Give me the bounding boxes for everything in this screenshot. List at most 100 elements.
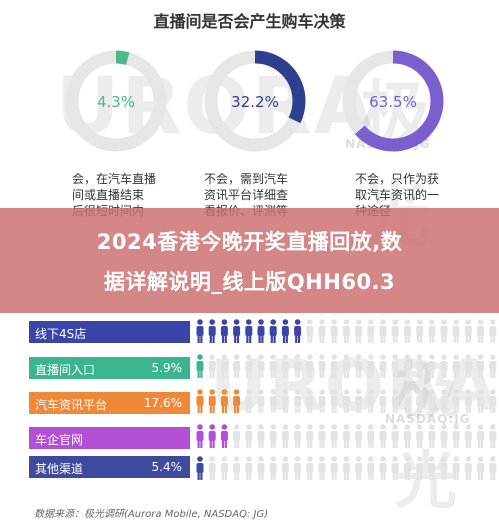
person-icon [281, 456, 289, 480]
person-icon [379, 354, 387, 378]
person-icon [428, 354, 436, 378]
person-icon [330, 319, 338, 343]
person-icon [416, 424, 424, 448]
person-icon [452, 354, 460, 378]
person-icon [196, 354, 204, 378]
bar-label: 汽车资讯平台 [35, 398, 108, 412]
person-icon [367, 424, 375, 448]
person-icon [440, 389, 448, 413]
person-icon [294, 456, 302, 480]
person-icon [196, 389, 204, 413]
bar-value: 5.4% [151, 460, 183, 474]
person-icon [342, 424, 350, 448]
watermark-ticker-bottom: NASDAQ:JG [385, 412, 471, 426]
person-icon [489, 389, 497, 413]
donut-value-label-3: 63.5% [369, 93, 417, 111]
person-icon [208, 456, 216, 480]
banner-line-1: 2024香港今晚开奖直播回放,数 [96, 230, 403, 254]
person-icon [489, 319, 497, 343]
person-icon [403, 354, 411, 378]
donut-value-label-2: 32.2% [231, 93, 279, 111]
person-icon [196, 424, 204, 448]
bar-value: 5.9% [151, 361, 183, 375]
person-icon [233, 389, 241, 413]
person-icon [403, 389, 411, 413]
person-icon [330, 354, 338, 378]
watermark-brand-bottom: URORA [210, 345, 499, 427]
person-icon [220, 456, 228, 480]
person-icon [318, 319, 326, 343]
person-icon [379, 389, 387, 413]
person-icon [452, 319, 460, 343]
person-icon [220, 389, 228, 413]
person-icon [489, 424, 497, 448]
person-icon [342, 389, 350, 413]
bar-oem-website: 车企官网 [29, 427, 190, 449]
person-icon [208, 389, 216, 413]
person-icon [281, 389, 289, 413]
person-icon [367, 354, 375, 378]
people-pictogram [196, 319, 497, 480]
person-icon [391, 319, 399, 343]
person-icon [257, 319, 265, 343]
person-icon [281, 319, 289, 343]
person-icon [257, 424, 265, 448]
person-icon [452, 424, 460, 448]
person-icon [464, 354, 472, 378]
person-icon [294, 354, 302, 378]
person-icon [208, 354, 216, 378]
person-icon [294, 424, 302, 448]
person-icon [281, 354, 289, 378]
person-icon [403, 424, 411, 448]
bar-label: 线下4S店 [35, 327, 87, 341]
person-icon [330, 424, 338, 448]
donut-slice-3 [342, 50, 444, 152]
person-icon [416, 389, 424, 413]
person-icon [196, 319, 204, 343]
bar-live-entrance: 直播间入口 5.9% [29, 357, 190, 379]
bar-offline-4s: 线下4S店 [29, 321, 190, 343]
source-note: 数据来源：极光调研(Aurora Mobile, NASDAQ: JG) [34, 509, 269, 520]
person-icon [440, 424, 448, 448]
person-icon [294, 389, 302, 413]
person-icon [318, 354, 326, 378]
person-icon [379, 424, 387, 448]
person-icon [342, 319, 350, 343]
person-icon [269, 389, 277, 413]
person-icon [428, 424, 436, 448]
person-icon [330, 456, 338, 480]
person-icon [233, 424, 241, 448]
person-icon [477, 424, 485, 448]
person-icon [367, 389, 375, 413]
person-icon [269, 456, 277, 480]
person-icon [257, 354, 265, 378]
person-icon [257, 456, 265, 480]
person-icon [464, 456, 472, 480]
person-icon [416, 319, 424, 343]
person-icon [464, 319, 472, 343]
person-icon [306, 354, 314, 378]
person-icon [306, 424, 314, 448]
person-icon [318, 424, 326, 448]
person-icon [342, 354, 350, 378]
person-icon [464, 424, 472, 448]
bar-value: 17.6% [143, 396, 182, 410]
person-icon [355, 456, 363, 480]
person-icon [464, 389, 472, 413]
person-icon [416, 456, 424, 480]
person-icon [391, 424, 399, 448]
person-icon [208, 319, 216, 343]
person-icon [220, 319, 228, 343]
person-icon [233, 354, 241, 378]
person-icon [391, 354, 399, 378]
person-icon [233, 456, 241, 480]
person-icon [306, 389, 314, 413]
person-icon [489, 354, 497, 378]
person-icon [245, 389, 253, 413]
person-icon [257, 389, 265, 413]
person-icon [281, 424, 289, 448]
person-icon [379, 456, 387, 480]
person-icon [440, 456, 448, 480]
chart-title: 直播间是否会产生购车决策 [153, 12, 346, 31]
person-icon [294, 319, 302, 343]
